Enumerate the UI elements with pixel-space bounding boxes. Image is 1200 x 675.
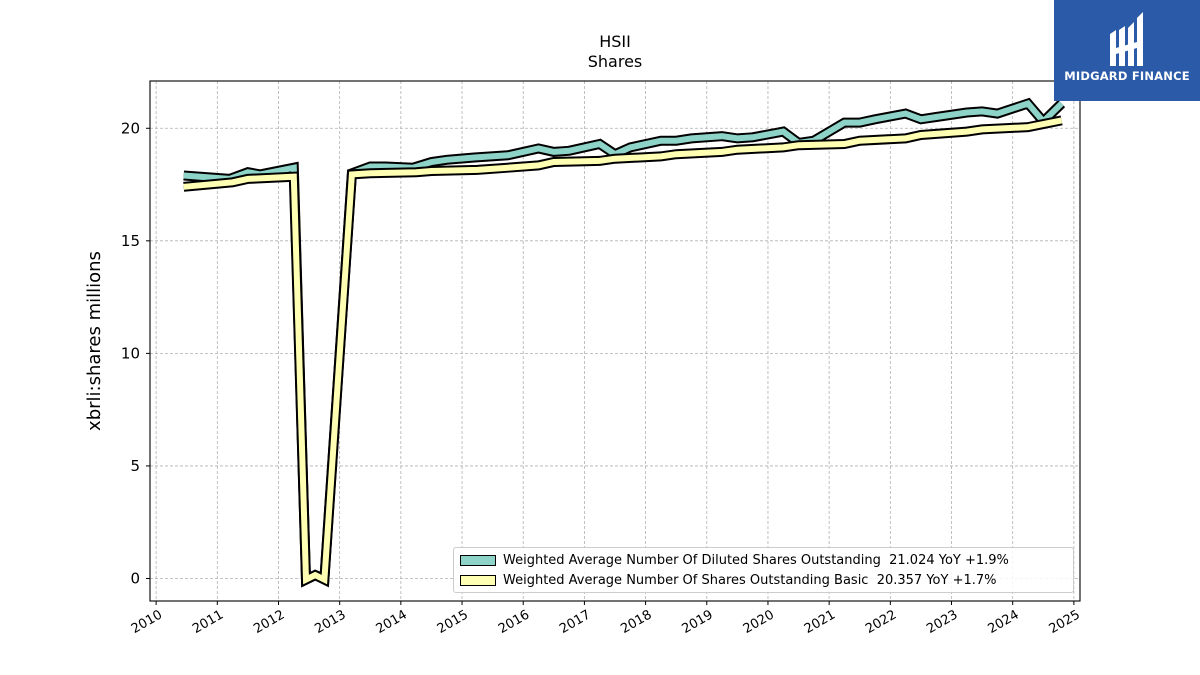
- x-tick-label: 2016: [496, 607, 532, 637]
- chart-subtitle: Shares: [587, 52, 643, 71]
- legend-label-basic: Weighted Average Number Of Shares Outsta…: [503, 572, 997, 588]
- x-tick-label: 2023: [924, 607, 960, 637]
- x-tick-label: 2011: [190, 607, 226, 637]
- x-tick-label: 2018: [618, 607, 654, 637]
- legend-swatch-basic: [460, 574, 496, 586]
- series-line: [183, 100, 1064, 585]
- chart-title-block: HSII Shares: [150, 32, 1080, 72]
- legend-item-diluted: Weighted Average Number Of Diluted Share…: [460, 551, 1009, 569]
- legend-item-basic: Weighted Average Number Of Shares Outsta…: [460, 571, 997, 589]
- x-tick-label: 2022: [863, 607, 899, 637]
- chart-title: HSII: [599, 32, 631, 51]
- midgard-logo: MIDGARD FINANCE: [1054, 0, 1200, 101]
- x-tick-label: 2010: [129, 607, 165, 637]
- x-tick-label: 2017: [557, 607, 593, 637]
- y-axis-label: xbrli:shares millions: [84, 251, 105, 431]
- x-tick-label: 2014: [374, 607, 410, 637]
- x-tick-label: 2015: [435, 607, 471, 637]
- series-line-outline: [183, 97, 1066, 588]
- legend: Weighted Average Number Of Diluted Share…: [453, 547, 1074, 593]
- x-tick-label: 2019: [680, 607, 716, 637]
- series-diluted: [183, 97, 1066, 588]
- axis-ticks: 2010 2011 2012 2013 2014 2015 2016 2017 2018 2019…: [121, 119, 1083, 637]
- x-tick-label: 2013: [312, 607, 348, 637]
- x-tick-label: 2025: [1047, 607, 1083, 637]
- series-basic: [183, 115, 1063, 588]
- y-tick-label: 0: [130, 569, 140, 587]
- y-tick-label: 5: [130, 457, 140, 475]
- midgard-logo-icon: [1110, 12, 1143, 66]
- logo-text: MIDGARD FINANCE: [1064, 69, 1190, 83]
- x-tick-label: 2024: [985, 607, 1021, 637]
- x-tick-label: 2012: [251, 607, 287, 637]
- x-tick-label: 2021: [802, 607, 838, 637]
- series-line: [183, 117, 1063, 585]
- y-tick-label: 10: [121, 344, 140, 362]
- series-lines: [183, 97, 1066, 588]
- legend-swatch-diluted: [460, 554, 496, 566]
- x-tick-label: 2020: [741, 607, 777, 637]
- y-tick-label: 20: [121, 119, 140, 137]
- plot-frame: [149, 80, 1081, 602]
- legend-label-diluted: Weighted Average Number Of Diluted Share…: [503, 552, 1009, 568]
- series-line-outline: [183, 115, 1063, 588]
- y-tick-label: 15: [121, 232, 140, 250]
